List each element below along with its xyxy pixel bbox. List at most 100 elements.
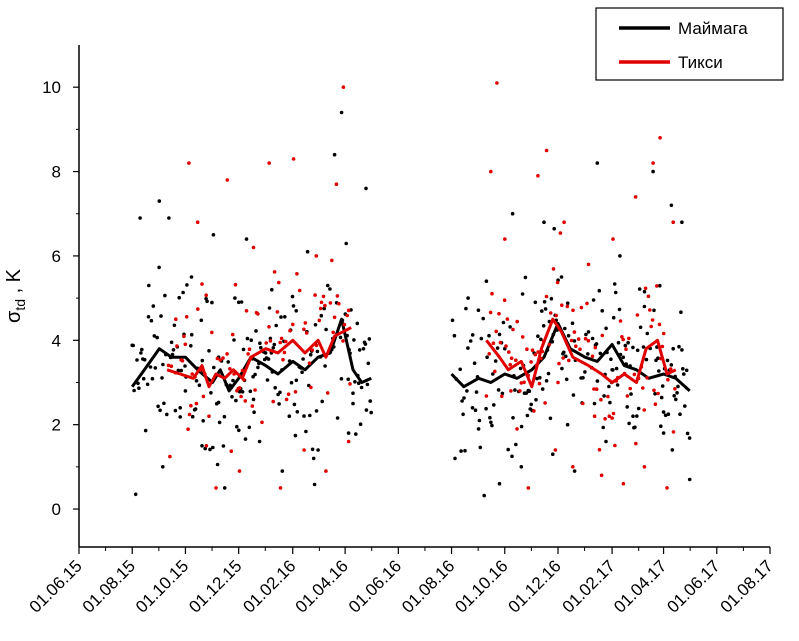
data-point <box>251 397 256 402</box>
data-point <box>194 401 199 406</box>
data-point <box>237 386 242 390</box>
data-point <box>364 408 369 412</box>
data-point <box>669 203 674 208</box>
data-point <box>671 220 675 224</box>
data-point <box>297 288 302 293</box>
data-point <box>544 379 549 383</box>
data-point <box>616 340 621 345</box>
data-point <box>489 420 493 425</box>
data-point <box>552 226 556 231</box>
data-point <box>656 391 660 396</box>
series-maimaga <box>130 110 692 498</box>
data-point <box>592 401 597 406</box>
data-point <box>539 337 543 342</box>
data-point <box>617 307 622 312</box>
data-point <box>586 352 590 356</box>
data-point <box>247 425 252 430</box>
data-point <box>608 400 612 405</box>
data-point <box>271 346 276 350</box>
data-point <box>572 469 577 473</box>
data-point <box>321 294 326 299</box>
data-point <box>167 216 171 220</box>
data-point <box>179 368 183 373</box>
data-point <box>302 414 306 418</box>
data-point <box>625 405 629 409</box>
data-point <box>173 408 178 413</box>
data-point <box>210 300 214 305</box>
data-point <box>613 290 618 295</box>
data-point <box>590 354 595 359</box>
data-point <box>508 362 512 367</box>
data-point <box>244 237 249 241</box>
y-tick-label: 2 <box>52 416 61 435</box>
data-point <box>335 416 340 420</box>
data-point <box>642 289 647 294</box>
data-point <box>509 389 513 393</box>
data-point <box>308 352 313 357</box>
data-point <box>458 367 463 372</box>
data-point <box>536 334 540 339</box>
data-point <box>339 110 344 115</box>
data-point <box>253 388 257 392</box>
data-point <box>214 486 218 490</box>
data-point <box>268 339 273 343</box>
data-point <box>520 335 525 339</box>
data-point <box>225 178 230 182</box>
data-point <box>345 313 350 318</box>
data-point <box>680 220 684 224</box>
data-point <box>565 422 570 427</box>
data-point <box>571 308 575 313</box>
data-point <box>635 313 640 317</box>
data-point <box>204 293 208 298</box>
data-point <box>264 341 269 345</box>
data-point <box>505 317 510 321</box>
data-point <box>487 352 492 356</box>
data-point <box>272 270 277 274</box>
data-point <box>543 307 548 311</box>
data-point <box>661 331 666 336</box>
data-point <box>157 199 162 203</box>
data-point <box>659 395 664 400</box>
data-point <box>523 275 528 280</box>
data-point <box>635 414 639 418</box>
data-point <box>565 304 570 309</box>
data-point <box>132 388 136 393</box>
data-point <box>618 254 622 258</box>
data-point <box>149 318 154 323</box>
data-point <box>316 448 320 452</box>
data-point <box>508 325 512 329</box>
data-point <box>351 391 355 396</box>
data-point <box>342 322 347 327</box>
data-point <box>572 330 577 334</box>
data-point <box>278 486 283 490</box>
data-point <box>344 241 349 246</box>
data-point <box>346 431 351 435</box>
data-point <box>365 382 370 387</box>
data-point <box>171 348 176 352</box>
data-point <box>332 315 337 320</box>
data-point <box>488 310 493 315</box>
data-point <box>484 394 489 398</box>
data-point <box>239 300 244 304</box>
data-point <box>240 390 245 394</box>
y-tick-label: 8 <box>52 163 61 182</box>
data-point <box>597 288 602 293</box>
data-point <box>543 401 547 405</box>
data-point <box>666 377 670 382</box>
data-point <box>514 358 518 363</box>
data-point <box>657 369 661 373</box>
data-point <box>236 300 241 305</box>
data-point <box>656 356 660 361</box>
data-point <box>665 358 670 363</box>
data-point <box>184 315 189 319</box>
data-point <box>490 291 494 296</box>
data-point <box>211 445 215 450</box>
data-point <box>530 348 535 353</box>
data-point <box>247 347 252 352</box>
data-point <box>658 136 662 140</box>
data-point <box>292 402 297 407</box>
data-point <box>673 387 677 391</box>
data-point <box>275 310 280 314</box>
data-point <box>514 442 518 447</box>
data-point <box>183 342 188 347</box>
